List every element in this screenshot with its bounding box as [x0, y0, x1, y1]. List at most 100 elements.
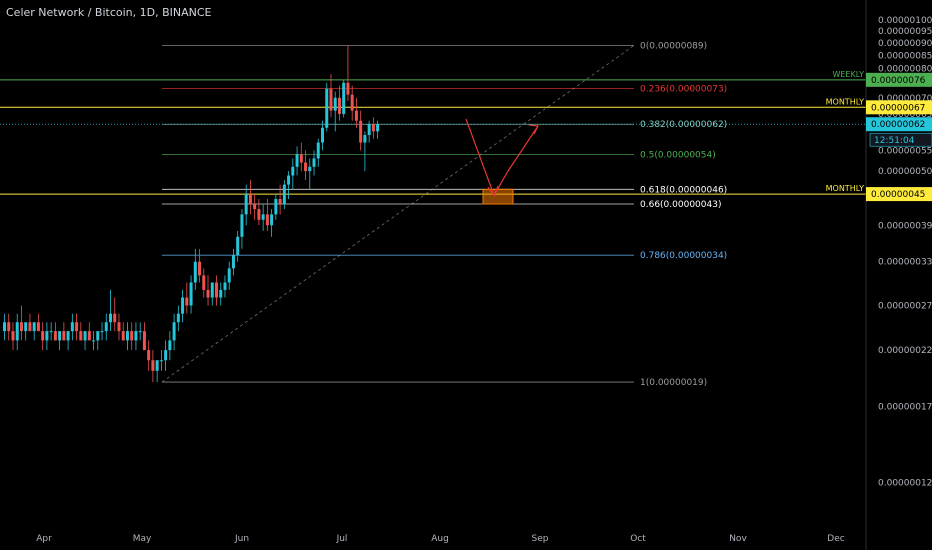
price-badge — [866, 100, 932, 115]
candle-body — [376, 124, 380, 132]
candle-body — [164, 350, 168, 361]
candle-body — [15, 322, 19, 341]
candle-body — [75, 322, 79, 332]
candle-body — [104, 322, 108, 332]
candle-body — [142, 331, 146, 351]
price-tick-label: 0.00000070 — [878, 94, 932, 104]
candle-body — [11, 331, 15, 341]
candle-body — [312, 158, 316, 167]
candle-body — [287, 175, 291, 185]
time-tick-label: Sep — [532, 534, 549, 544]
key-level-label: MONTHLY — [826, 184, 864, 193]
candle-body — [371, 124, 375, 132]
candle-body — [172, 322, 176, 341]
candle-body — [117, 322, 121, 332]
price-tick-label: 0.00000050 — [878, 167, 932, 177]
arrow-head-down — [487, 186, 499, 197]
price-tick-label: 0.00000055 — [878, 146, 932, 156]
candle-body — [299, 154, 303, 163]
candle-body — [304, 162, 308, 172]
candle-body — [62, 331, 66, 341]
candle-body — [181, 297, 185, 314]
candle-body — [206, 289, 210, 298]
candle-body — [7, 322, 11, 332]
fib-level-label: 0.5(0.00000054) — [640, 150, 716, 160]
price-tick-label: 0.00000012 — [878, 478, 932, 488]
chart-title: Celer Network / Bitcoin, 1D, BINANCE — [6, 6, 212, 19]
candle-body — [295, 154, 299, 167]
fib-level-label: 0.236(0.00000073) — [640, 85, 727, 95]
candle-body — [58, 331, 62, 341]
candle-body — [236, 236, 240, 256]
candle-body — [270, 214, 274, 226]
candle-body — [210, 282, 214, 298]
candle-body — [155, 360, 159, 371]
candle-body — [28, 322, 32, 332]
candle-body — [138, 331, 142, 333]
current-price-text: 0.00000062 — [871, 120, 925, 130]
candle-body — [363, 135, 367, 143]
time-tick-label: Jun — [234, 534, 249, 544]
fib-level-label: 0.618(0.00000046) — [640, 185, 727, 195]
candle-body — [329, 88, 333, 111]
candle-body — [350, 94, 354, 111]
candle-body — [274, 198, 278, 215]
fib-level-label: 1(0.00000019) — [640, 378, 707, 388]
target-zone — [482, 188, 514, 205]
candle-body — [151, 360, 155, 371]
time-tick-label: May — [133, 534, 152, 544]
price-tick-label: 0.00000065 — [878, 110, 932, 120]
time-tick-label: Oct — [630, 534, 646, 544]
arrow-head-up — [528, 124, 539, 135]
candle-body — [36, 322, 40, 332]
candle-body — [49, 331, 53, 333]
candle-body — [193, 261, 197, 283]
candle-body — [223, 282, 227, 290]
candle-body — [53, 331, 57, 341]
candle-body — [100, 331, 104, 333]
candle-body — [248, 194, 252, 204]
price-axis[interactable]: 0.00000012 0.00000017 0.00000022 0.00000027… — [865, 0, 932, 550]
price-tick-label: 0.00000090 — [878, 39, 932, 49]
price-tick-label: 0.00000033 — [878, 258, 932, 268]
candle-body — [24, 322, 28, 332]
candle-body — [308, 166, 312, 172]
time-tick-label: Jul — [336, 534, 348, 544]
candle-body — [333, 97, 337, 111]
candles — [3, 45, 380, 383]
candle-body — [325, 88, 329, 128]
candle-body — [176, 313, 180, 323]
time-tick-label: Dec — [827, 534, 844, 544]
candle-body — [321, 127, 324, 143]
price-tick-label: 0.00000039 — [878, 221, 932, 231]
current-price-badge — [866, 117, 932, 132]
fib-level-label: 0(0.00000089) — [640, 41, 707, 51]
time-axis[interactable]: Apr May Jun Jul Aug Sep Oct Nov Dec — [36, 534, 845, 544]
candle-body — [189, 282, 193, 306]
fib-level-label: 0.382(0.00000062) — [640, 120, 727, 130]
price-tick-label: 0.00000017 — [878, 402, 932, 412]
annotations — [465, 118, 539, 205]
candle-body — [359, 120, 363, 143]
candle-body — [96, 331, 100, 341]
candle-body — [337, 97, 341, 114]
candle-body — [253, 203, 257, 210]
candle-body — [32, 322, 36, 332]
countdown-text: 12:51:04 — [874, 136, 915, 146]
price-tick-label: 0.00000085 — [878, 51, 932, 61]
countdown-badge — [869, 132, 932, 147]
candle-body — [265, 214, 269, 226]
price-tick-label: 0.00000100 — [878, 16, 932, 26]
candle-body — [240, 214, 244, 237]
price-badge-text: 0.00000076 — [871, 76, 926, 86]
candle-body — [202, 275, 206, 290]
candle-body — [257, 209, 261, 220]
fib-level-label: 0.66(0.00000043) — [640, 200, 721, 210]
candle-body — [231, 255, 235, 269]
price-badge-text: 0.00000067 — [871, 103, 925, 113]
candle-body — [41, 331, 45, 341]
price-badge — [866, 72, 932, 87]
